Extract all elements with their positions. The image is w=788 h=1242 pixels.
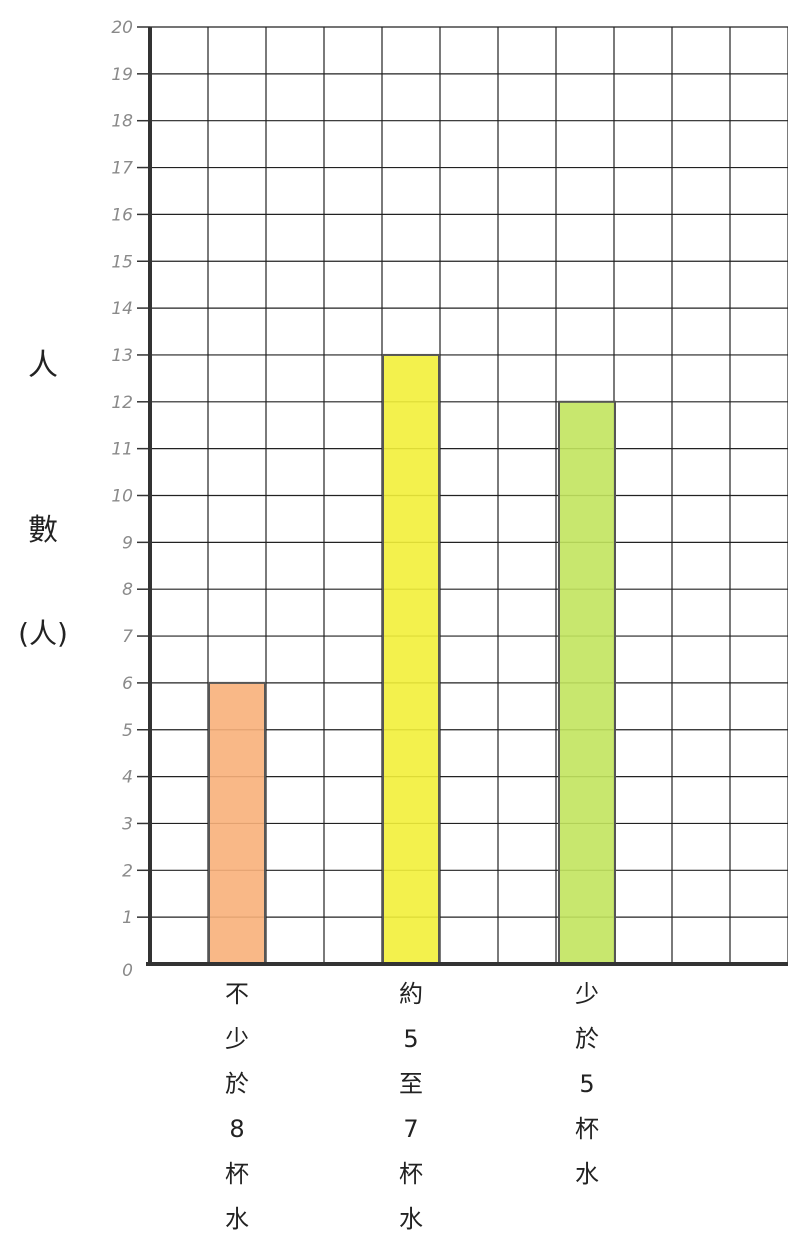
x-category-label-char: 少 (225, 1025, 249, 1053)
x-category-label-char: 於 (575, 1025, 599, 1053)
x-category-label-char: 7 (403, 1115, 419, 1143)
x-category-label-char: 5 (403, 1025, 419, 1053)
bar (558, 400, 616, 965)
y-tick-label: 16 (111, 205, 133, 225)
y-tick-label: 18 (111, 112, 133, 132)
x-category-label-char: 杯 (225, 1160, 249, 1188)
x-category-label: 約 5 至 7 杯水 (381, 972, 441, 1242)
x-category-label-char: 水 (399, 1205, 423, 1233)
y-tick-label: 2 (122, 861, 133, 881)
bar (382, 353, 440, 965)
y-tick-label: 9 (122, 533, 133, 553)
y-tick-label: 19 (111, 65, 133, 85)
x-category-label-char: 8 (229, 1115, 245, 1143)
y-tick-label: 0 (122, 961, 133, 981)
x-category-label-char: 不 (225, 980, 249, 1008)
y-tick-label: 3 (122, 814, 133, 834)
y-tick-label: 4 (122, 768, 133, 788)
x-category-label-char: 至 (399, 1070, 423, 1098)
x-category-label-char: 約 (399, 980, 423, 1008)
y-tick-label: 6 (122, 674, 133, 694)
y-tick-label: 7 (122, 627, 133, 647)
y-tick-label: 13 (111, 346, 133, 366)
y-tick-label: 14 (111, 299, 133, 319)
x-category-label-char: 水 (225, 1205, 249, 1233)
x-category-label-char: 杯 (399, 1160, 423, 1188)
x-category-label-char: 於 (225, 1070, 249, 1098)
bars (208, 353, 616, 966)
x-category-label: 少於 5 杯水 (557, 972, 617, 1197)
y-tick-label: 12 (111, 393, 133, 413)
x-category-label-char: 5 (579, 1070, 595, 1098)
x-category-label-char: 水 (575, 1160, 599, 1188)
y-tick-label: 10 (111, 487, 133, 507)
y-tick-label: 5 (122, 721, 133, 741)
y-axis-label-char: (人) (18, 617, 68, 650)
y-tick-label: 11 (111, 440, 133, 460)
y-tick-label: 15 (111, 252, 133, 272)
y-tick-label: 8 (122, 580, 133, 600)
y-tick-label: 20 (111, 18, 133, 38)
y-tick-label: 1 (122, 908, 133, 928)
y-axis-label-char: 數 (28, 513, 58, 548)
x-category-label: 不少於 8 杯水 (207, 972, 267, 1242)
y-axis-label-char: 人 (28, 348, 58, 383)
axes (146, 27, 788, 966)
x-category-label-char: 少 (575, 980, 599, 1008)
bar (208, 681, 266, 966)
y-tick-label: 17 (111, 159, 133, 179)
x-category-label-char: 杯 (575, 1115, 599, 1143)
